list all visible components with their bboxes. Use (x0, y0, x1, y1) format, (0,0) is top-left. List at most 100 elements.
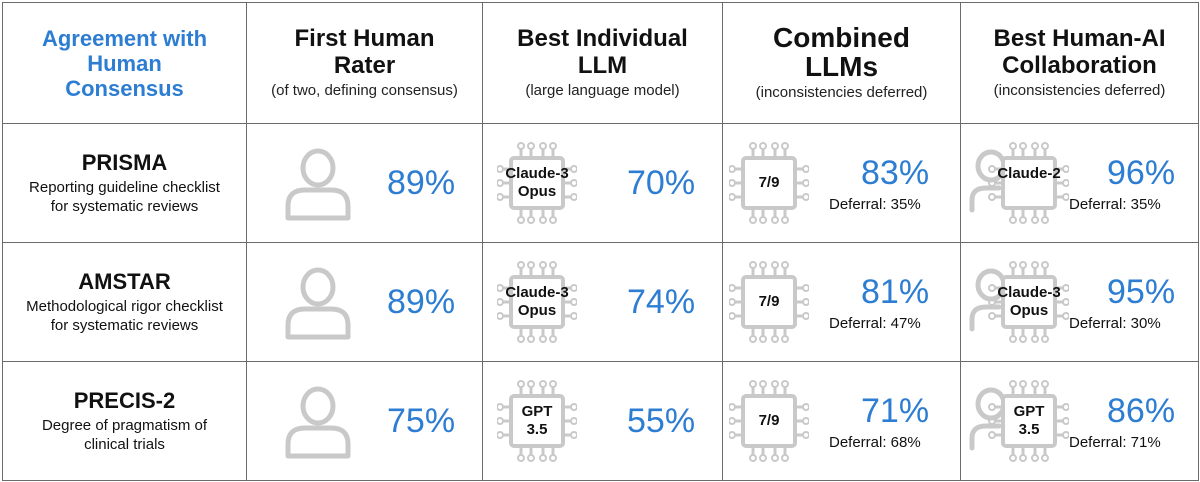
row-description: Degree of pragmatism of clinical trials (3, 416, 246, 454)
chip-icon (729, 142, 809, 224)
column-title-line: Best Individual (517, 25, 688, 52)
row-description-line: for systematic reviews (50, 317, 199, 334)
column-title: Combined LLMs (723, 23, 960, 81)
combined-percentage: 81% (861, 273, 930, 311)
best-llm-cell: Claude-3 Opus 74% (482, 242, 723, 362)
corner-title: Agreement with Human Consensus (3, 26, 246, 101)
model-name-line: GPT (1013, 403, 1045, 420)
column-title: First Human Rater (247, 25, 482, 79)
collab-percentage: 95% (1107, 273, 1176, 311)
collab-deferral: Deferral: 71% (1069, 434, 1161, 451)
model-name-line: Opus (517, 183, 557, 200)
chip-icon (497, 261, 577, 343)
human-rater-cell: 75% (246, 361, 483, 481)
row-description: Methodological rigor checklist for syste… (3, 297, 246, 335)
row-header: PRECIS-2 Degree of pragmatism of clinica… (2, 361, 247, 481)
collab-deferral: Deferral: 30% (1069, 315, 1161, 332)
human-rater-cell: 89% (246, 242, 483, 362)
human-rater-cell: 89% (246, 123, 483, 243)
row-description-line: Methodological rigor checklist (26, 298, 223, 315)
model-name-line: GPT (521, 403, 553, 420)
row-description-line: for systematic reviews (50, 198, 199, 215)
combined-llms-cell: 7/9 71% Deferral: 68% (722, 361, 961, 481)
column-title-line: LLM (577, 52, 628, 79)
model-name-line: Opus (1009, 302, 1049, 319)
best-llm-percentage: 55% (627, 402, 696, 440)
combined-llms-cell: 7/9 83% Deferral: 35% (722, 123, 961, 243)
row-description-line: clinical trials (84, 436, 165, 453)
table-row: PRISMA Reporting guideline checklist for… (2, 123, 1199, 243)
human-ai-collaboration-cell: Claude-3 Opus 95% Deferral: 30% (960, 242, 1199, 362)
column-subtitle: (large language model) (525, 82, 680, 99)
best-llm-percentage: 70% (627, 164, 696, 202)
row-title: PRISMA (81, 150, 168, 175)
person-chip-icon (969, 380, 1069, 462)
row-description-line: Degree of pragmatism of (41, 417, 208, 434)
table-row: PRECIS-2 Degree of pragmatism of clinica… (2, 361, 1199, 481)
header-row: Agreement with Human Consensus First Hum… (2, 2, 1199, 124)
column-title: Best Human-AI Collaboration (961, 25, 1198, 79)
row-header: AMSTAR Methodological rigor checklist fo… (2, 242, 247, 362)
human-ai-collaboration-cell: GPT 3.5 86% Deferral: 71% (960, 361, 1199, 481)
model-name-line: Opus (517, 302, 557, 319)
combined-count-label: 7/9 (758, 412, 780, 429)
row-title: PRECIS-2 (73, 388, 176, 413)
combined-count-label: 7/9 (758, 174, 780, 191)
collab-deferral: Deferral: 35% (1069, 196, 1161, 213)
person-chip-icon (969, 142, 1069, 224)
header-first-human-rater: First Human Rater (of two, defining cons… (246, 2, 483, 124)
collab-model-name: GPT 3.5 (987, 403, 1071, 439)
human-rater-percentage: 75% (387, 402, 456, 440)
collab-model-name: Claude-2 (987, 165, 1071, 183)
column-title-line: LLMs (804, 51, 879, 82)
column-title-line: Combined (773, 22, 910, 53)
combined-deferral: Deferral: 47% (829, 315, 921, 332)
chip-icon (729, 380, 809, 462)
corner-line: Agreement with (41, 25, 208, 51)
combined-percentage: 83% (861, 154, 930, 192)
column-subtitle: (of two, defining consensus) (271, 82, 458, 99)
best-llm-cell: Claude-3 Opus 70% (482, 123, 723, 243)
combined-llms-cell: 7/9 81% Deferral: 47% (722, 242, 961, 362)
chip-icon (729, 261, 809, 343)
best-llm-percentage: 74% (627, 283, 696, 321)
combined-count-label: 7/9 (758, 293, 780, 310)
row-header: PRISMA Reporting guideline checklist for… (2, 123, 247, 243)
model-name: Claude-3 Opus (497, 284, 577, 320)
person-icon (285, 386, 351, 459)
row-description: Reporting guideline checklist for system… (3, 178, 246, 216)
chip-icon (497, 380, 577, 462)
table-body: PRISMA Reporting guideline checklist for… (2, 123, 1199, 481)
chip-icon (497, 142, 577, 224)
best-llm-cell: GPT 3.5 55% (482, 361, 723, 481)
model-name: Claude-3 Opus (497, 165, 577, 201)
header-combined-llms: Combined LLMs (inconsistencies deferred) (722, 2, 961, 124)
person-icon (285, 148, 351, 221)
person-icon (285, 267, 351, 340)
column-title-line: Best Human-AI (993, 25, 1166, 52)
model-name-line: Claude-3 (505, 165, 569, 182)
human-rater-percentage: 89% (387, 164, 456, 202)
model-name-line: Claude-2 (997, 165, 1061, 182)
row-description-line: Reporting guideline checklist (29, 179, 220, 196)
column-title: Best Individual LLM (483, 25, 722, 79)
model-name: GPT 3.5 (497, 403, 577, 439)
human-ai-collaboration-cell: Claude-2 96% Deferral: 35% (960, 123, 1199, 243)
table-row: AMSTAR Methodological rigor checklist fo… (2, 242, 1199, 362)
corner-header: Agreement with Human Consensus (2, 2, 247, 124)
column-title-line: Collaboration (1002, 52, 1157, 79)
column-subtitle: (inconsistencies deferred) (993, 82, 1166, 99)
combined-percentage: 71% (861, 392, 930, 430)
header-best-individual-llm: Best Individual LLM (large language mode… (482, 2, 723, 124)
human-rater-percentage: 89% (387, 283, 456, 321)
combined-deferral: Deferral: 35% (829, 196, 921, 213)
header-best-human-ai-collaboration: Best Human-AI Collaboration (inconsisten… (960, 2, 1199, 124)
person-chip-icon (969, 261, 1069, 343)
row-title: AMSTAR (78, 269, 171, 294)
model-name-line: Claude-3 (505, 284, 569, 301)
collab-percentage: 86% (1107, 392, 1176, 430)
combined-deferral: Deferral: 68% (829, 434, 921, 451)
collab-percentage: 96% (1107, 154, 1176, 192)
